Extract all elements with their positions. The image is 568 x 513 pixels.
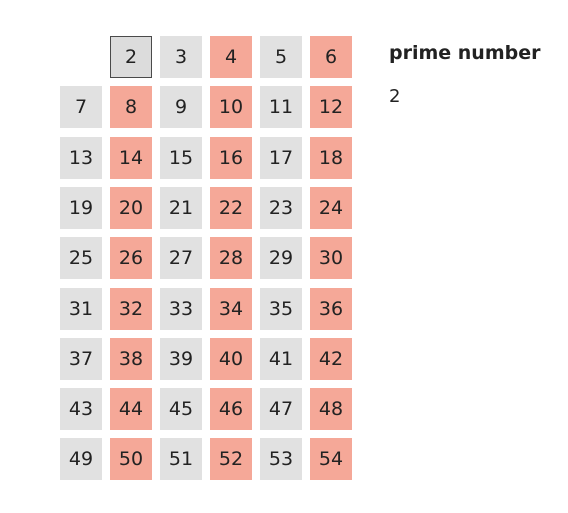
number-cell-34: 34 (210, 288, 252, 330)
number-cell-42: 42 (310, 338, 352, 380)
number-cell-28: 28 (210, 237, 252, 279)
number-cell-7: 7 (60, 86, 102, 128)
number-cell-45: 45 (160, 388, 202, 430)
number-cell-20: 20 (110, 187, 152, 229)
number-cell-8: 8 (110, 86, 152, 128)
number-cell-38: 38 (110, 338, 152, 380)
number-cell-41: 41 (260, 338, 302, 380)
number-cell-9: 9 (160, 86, 202, 128)
number-cell-25: 25 (60, 237, 102, 279)
number-cell-6: 6 (310, 36, 352, 78)
sieve-grid: 2 3 4 5 6 7 8 9 10 11 12 13 14 15 16 17 18 19 20 21 22 23 24 25… (60, 36, 352, 480)
number-cell-5: 5 (260, 36, 302, 78)
number-cell-3: 3 (160, 36, 202, 78)
number-cell-52: 52 (210, 438, 252, 480)
number-cell-53: 53 (260, 438, 302, 480)
prime-list: 2 (389, 84, 400, 110)
number-cell-18: 18 (310, 137, 352, 179)
number-cell-46: 46 (210, 388, 252, 430)
number-cell-30: 30 (310, 237, 352, 279)
number-cell-11: 11 (260, 86, 302, 128)
number-cell-51: 51 (160, 438, 202, 480)
number-cell-19: 19 (60, 187, 102, 229)
number-cell-47: 47 (260, 388, 302, 430)
number-cell-23: 23 (260, 187, 302, 229)
number-cell-36: 36 (310, 288, 352, 330)
number-cell-31: 31 (60, 288, 102, 330)
panel-title: prime number (389, 42, 541, 64)
number-cell-39: 39 (160, 338, 202, 380)
number-cell-16: 16 (210, 137, 252, 179)
number-cell-37: 37 (60, 338, 102, 380)
number-cell-44: 44 (110, 388, 152, 430)
number-cell-15: 15 (160, 137, 202, 179)
number-cell-12: 12 (310, 86, 352, 128)
number-cell-29: 29 (260, 237, 302, 279)
number-cell-22: 22 (210, 187, 252, 229)
number-cell-40: 40 (210, 338, 252, 380)
number-cell-21: 21 (160, 187, 202, 229)
number-cell-43: 43 (60, 388, 102, 430)
number-cell-24: 24 (310, 187, 352, 229)
number-cell-49: 49 (60, 438, 102, 480)
number-cell-50: 50 (110, 438, 152, 480)
number-cell-48: 48 (310, 388, 352, 430)
number-cell-54: 54 (310, 438, 352, 480)
number-cell-13: 13 (60, 137, 102, 179)
number-cell-17: 17 (260, 137, 302, 179)
number-cell-2: 2 (110, 36, 152, 78)
number-cell-35: 35 (260, 288, 302, 330)
number-cell-33: 33 (160, 288, 202, 330)
number-cell-14: 14 (110, 137, 152, 179)
number-cell-26: 26 (110, 237, 152, 279)
number-cell-10: 10 (210, 86, 252, 128)
number-cell-4: 4 (210, 36, 252, 78)
prime-list-item: 2 (389, 86, 401, 107)
number-cell-32: 32 (110, 288, 152, 330)
number-cell-27: 27 (160, 237, 202, 279)
